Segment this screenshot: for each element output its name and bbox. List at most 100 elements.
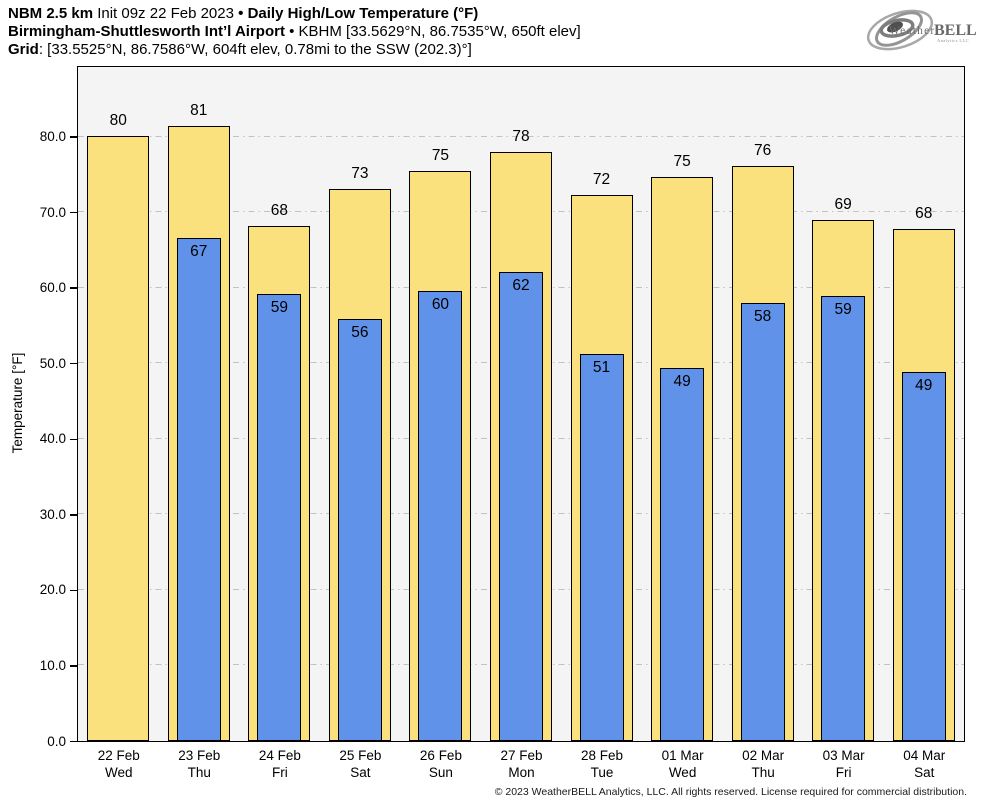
x-tick-day: Thu xyxy=(187,765,211,780)
x-tick-label: 27 Feb Mon xyxy=(481,747,562,781)
plot-area: 80 81 67 68 59 73 56 75 60 78 62 72 51 75 49 76 58 69 59 68… xyxy=(77,66,965,742)
x-tick-day: Fri xyxy=(835,765,852,780)
x-tick-date: 02 Mar xyxy=(742,748,785,763)
chart-header: NBM 2.5 km Init 09z 22 Feb 2023 • Daily … xyxy=(8,5,581,59)
x-tick-label: 01 Mar Wed xyxy=(642,747,723,781)
grid-value: : [33.5525°N, 86.7586°W, 604ft elev, 0.7… xyxy=(38,41,472,58)
y-axis-tick xyxy=(70,589,77,592)
x-tick-date: 03 Mar xyxy=(822,748,865,763)
low-value-label: 49 xyxy=(915,377,933,395)
high-value-label: 73 xyxy=(351,164,369,182)
bullet-separator: • xyxy=(284,23,299,40)
logo-text-weather: Weather xyxy=(889,25,935,37)
title-line-3: Grid: [33.5525°N, 86.7586°W, 604ft elev,… xyxy=(8,41,581,59)
y-tick-label: 50.0 xyxy=(39,355,66,371)
station-meta: KBHM [33.5629°N, 86.7535°W, 650ft elev] xyxy=(298,23,581,40)
y-axis-tick xyxy=(70,514,77,516)
low-value-label: 59 xyxy=(834,300,852,318)
x-tick-day: Wed xyxy=(668,765,697,780)
x-tick-label: 28 Feb Tue xyxy=(562,747,643,781)
y-tick-label: 10.0 xyxy=(39,657,66,673)
x-tick-label: 25 Feb Sat xyxy=(320,747,401,781)
low-value-label: 67 xyxy=(190,242,208,260)
low-bar xyxy=(579,354,624,741)
station-name: Birmingham-Shuttlesworth Int’l Airport xyxy=(8,23,285,40)
y-tick-label: 20.0 xyxy=(39,582,66,598)
x-tick-day: Mon xyxy=(508,765,535,780)
x-tick-day: Tue xyxy=(590,765,614,780)
gridline xyxy=(78,135,964,137)
copyright-notice: © 2023 WeatherBELL Analytics, LLC. All r… xyxy=(494,786,967,798)
title-line-2: Birmingham-Shuttlesworth Int’l Airport •… xyxy=(8,23,581,41)
x-tick-label: 03 Mar Fri xyxy=(803,747,884,781)
y-tick-label: 0.0 xyxy=(47,733,66,749)
model-name: NBM 2.5 km xyxy=(8,5,94,22)
y-axis-tick xyxy=(70,211,77,214)
low-value-label: 49 xyxy=(673,372,691,390)
x-tick-date: 01 Mar xyxy=(661,748,704,763)
weatherbell-logo: Weather BELL Analytics LLC xyxy=(866,9,976,51)
x-tick-date: 25 Feb xyxy=(339,748,382,763)
x-tick-label: 23 Feb Thu xyxy=(159,747,240,781)
title-line-1: NBM 2.5 km Init 09z 22 Feb 2023 • Daily … xyxy=(8,5,581,23)
x-tick-date: 26 Feb xyxy=(419,748,462,763)
x-tick-day: Thu xyxy=(751,765,775,780)
hurricane-swirl-icon xyxy=(866,9,934,51)
x-tick-label: 22 Feb Wed xyxy=(79,747,160,781)
x-tick-day: Fri xyxy=(271,765,288,780)
y-tick-label: 40.0 xyxy=(39,431,66,447)
swirl-center xyxy=(887,21,903,33)
y-axis-tick xyxy=(70,665,77,667)
low-bar xyxy=(740,302,785,741)
high-value-label: 78 xyxy=(512,127,530,145)
low-bar xyxy=(821,295,866,741)
low-bar xyxy=(257,293,302,741)
y-tick-label: 80.0 xyxy=(39,129,66,145)
product-title: Daily High/Low Temperature (°F) xyxy=(247,5,479,22)
x-tick-date: 28 Feb xyxy=(581,748,624,763)
low-bar xyxy=(499,271,543,741)
y-axis-tick xyxy=(70,362,77,365)
high-value-label: 69 xyxy=(834,196,852,214)
low-bar xyxy=(660,367,705,741)
y-tick-label: 30.0 xyxy=(39,506,66,522)
high-value-label: 75 xyxy=(673,152,691,170)
low-value-label: 59 xyxy=(270,298,288,316)
high-value-label: 81 xyxy=(190,101,208,119)
logo-text-bell: BELL xyxy=(934,22,976,39)
x-tick-date: 04 Mar xyxy=(903,748,946,763)
grid-label: Grid xyxy=(8,41,39,58)
low-bar xyxy=(901,372,946,741)
high-value-label: 76 xyxy=(754,141,772,159)
y-tick-label: 70.0 xyxy=(39,204,66,220)
y-tick-label: 60.0 xyxy=(39,280,66,296)
low-bar xyxy=(418,290,463,741)
bullet-separator: • xyxy=(238,5,248,22)
low-bar xyxy=(337,319,382,741)
y-axis-tick xyxy=(70,287,77,289)
y-axis-tick xyxy=(70,136,77,138)
high-bar xyxy=(87,135,150,741)
x-tick-label: 26 Feb Sun xyxy=(401,747,482,781)
x-tick-date: 24 Feb xyxy=(258,748,301,763)
x-tick-label: 02 Mar Thu xyxy=(723,747,804,781)
x-tick-label: 24 Feb Fri xyxy=(240,747,321,781)
high-value-label: 75 xyxy=(431,147,450,165)
y-axis-title: Temperature [°F] xyxy=(10,352,25,454)
high-value-label: 68 xyxy=(915,205,933,223)
high-value-label: 80 xyxy=(109,111,127,129)
x-tick-label: 04 Mar Sat xyxy=(884,747,965,781)
low-bar xyxy=(176,237,221,741)
x-tick-day: Sat xyxy=(914,765,935,780)
high-value-label: 68 xyxy=(270,202,288,220)
x-tick-date: 22 Feb xyxy=(97,748,140,763)
low-value-label: 62 xyxy=(512,276,530,294)
x-tick-day: Sat xyxy=(350,765,371,780)
low-value-label: 51 xyxy=(592,359,611,377)
x-tick-day: Sun xyxy=(428,765,453,780)
y-axis-tick xyxy=(70,438,77,440)
logo-text-sub: Analytics LLC xyxy=(937,38,969,43)
x-tick-date: 27 Feb xyxy=(500,748,543,763)
init-time: Init 09z 22 Feb 2023 xyxy=(93,5,239,22)
